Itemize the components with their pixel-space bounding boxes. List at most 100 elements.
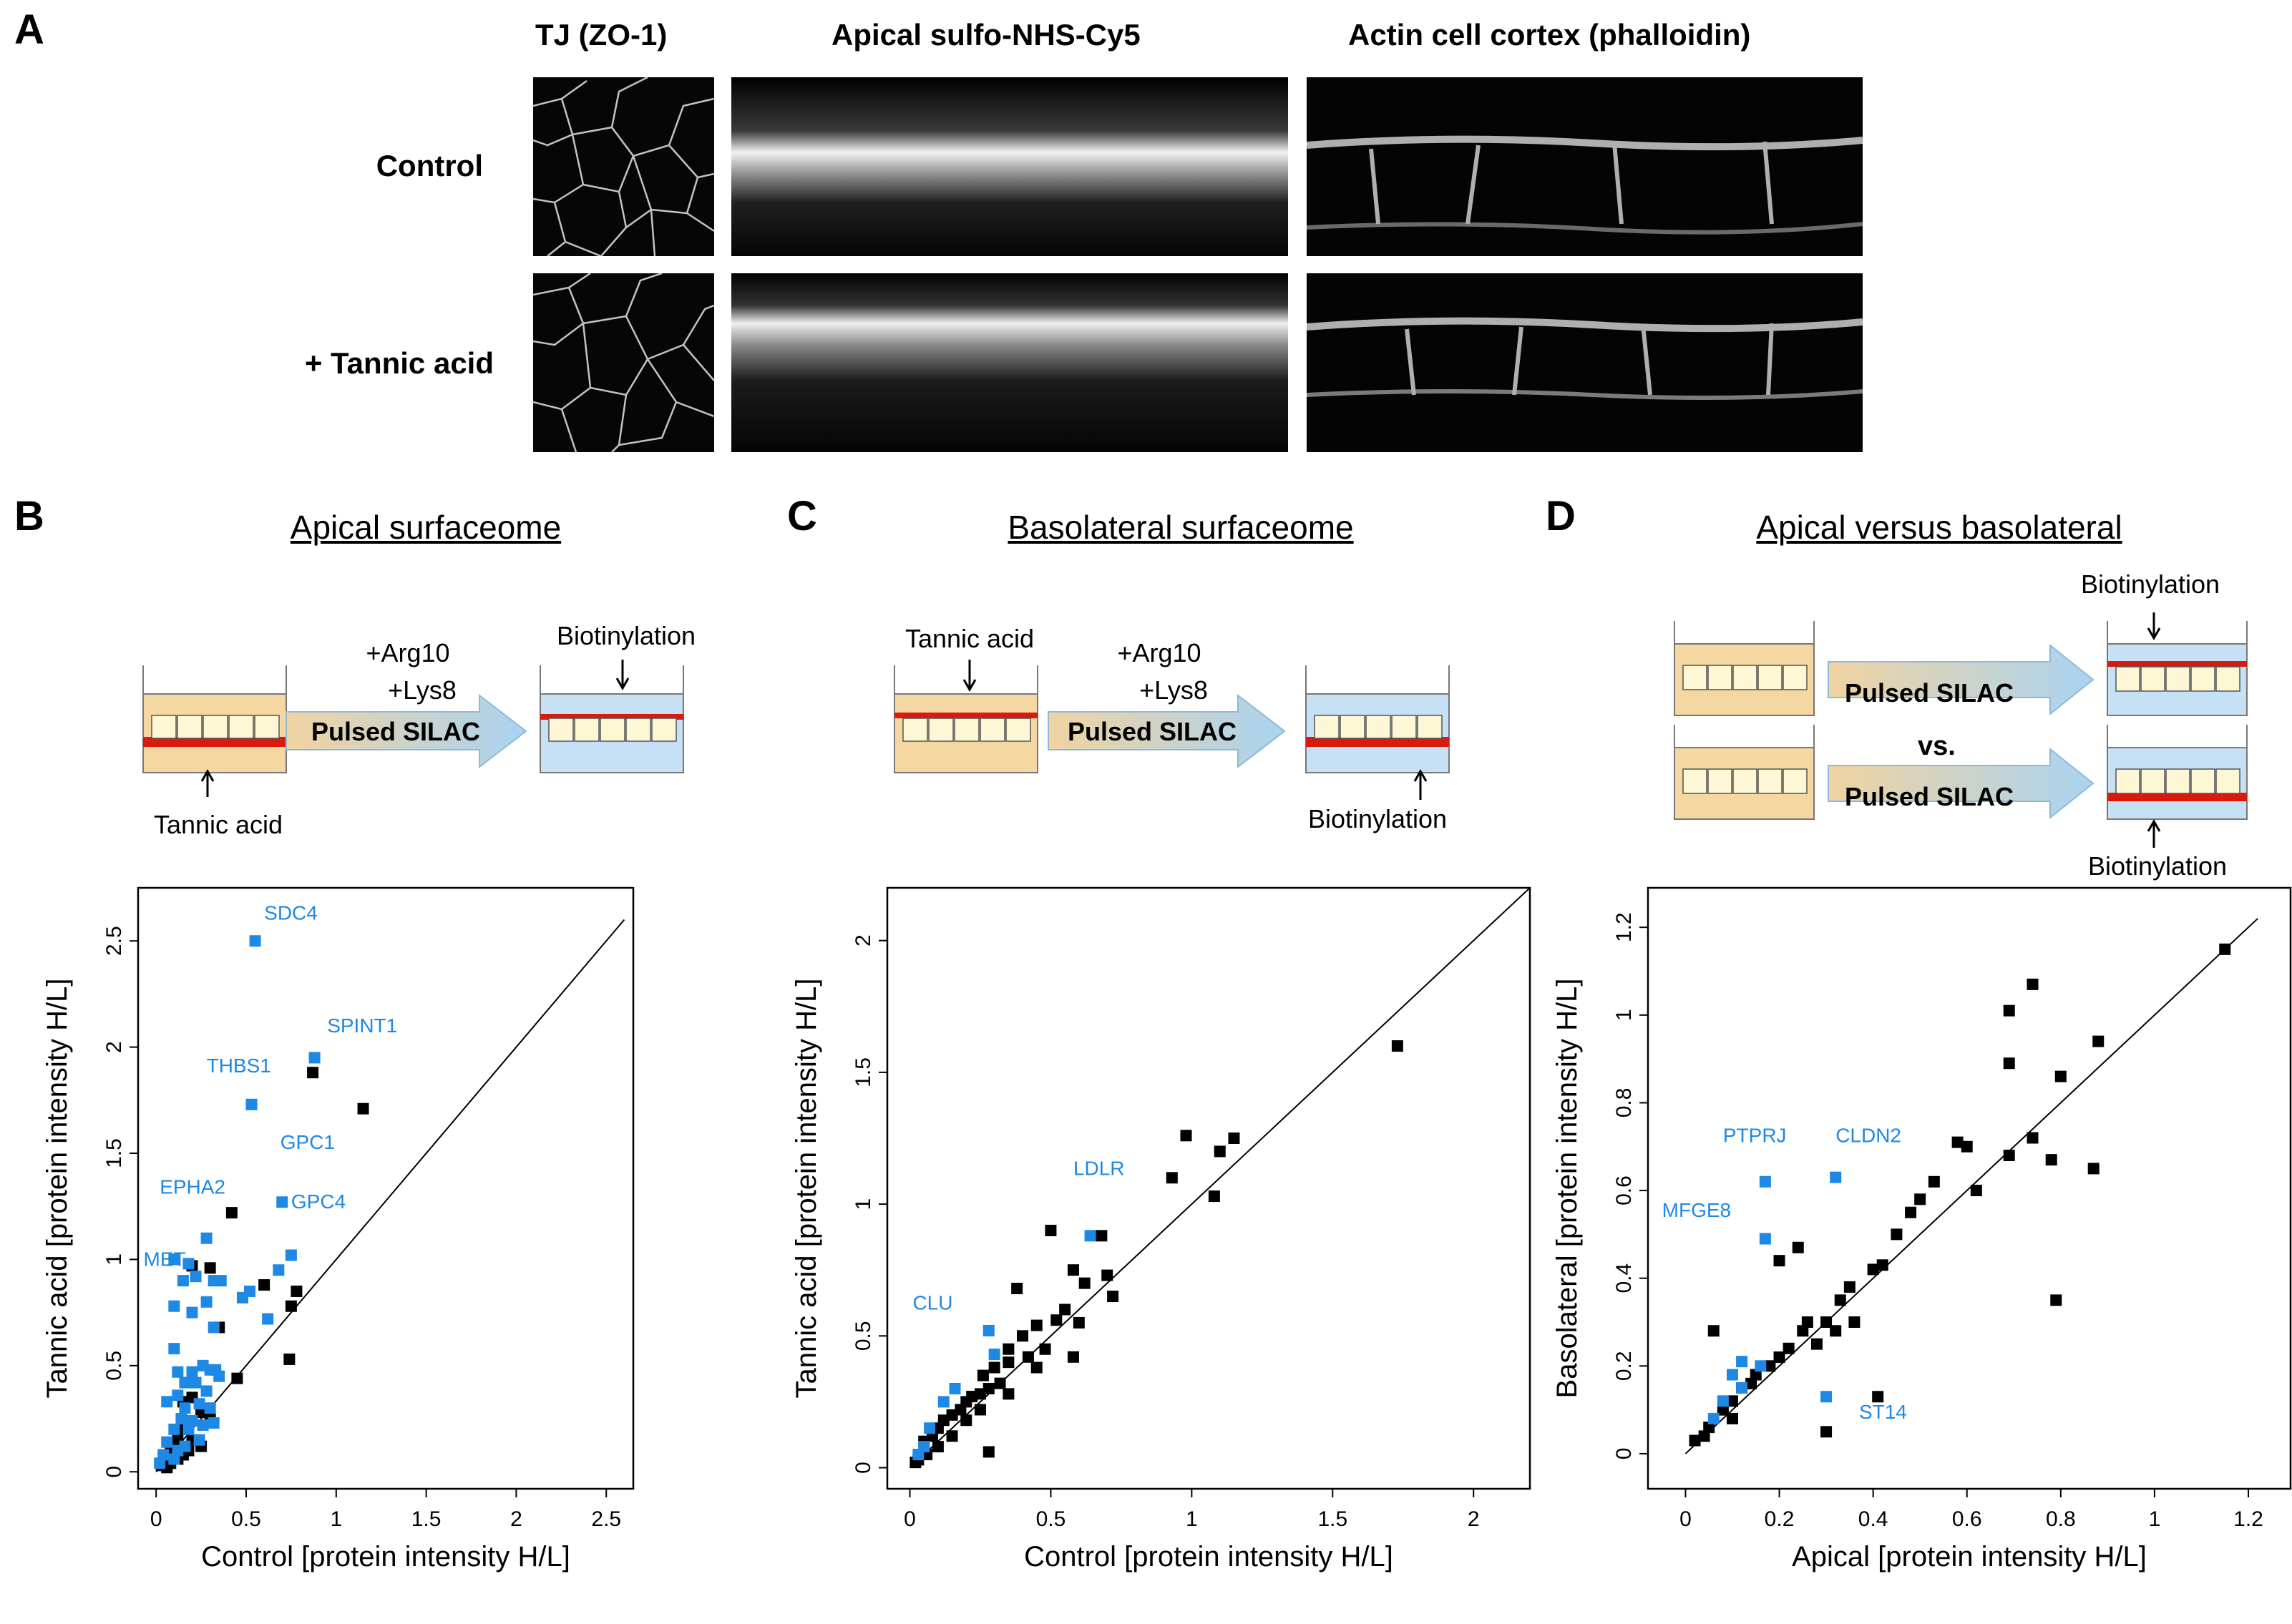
blue-data-point bbox=[182, 1423, 195, 1435]
black-data-point bbox=[1078, 1277, 1091, 1289]
scatter-plot-apical-vs-basolateral: 0 0.2 0.4 0.6 0.8 1 1.2 0 0.2 0.4 0.6 0.8 1 1.2 Apical… bbox=[1551, 886, 2292, 1572]
micrograph-cy5-control bbox=[731, 77, 1288, 256]
black-data-point bbox=[1003, 1356, 1015, 1369]
x-tick-label: 0.2 bbox=[1765, 1507, 1795, 1531]
black-data-point bbox=[1067, 1351, 1079, 1363]
point-annotation: GPC1 bbox=[281, 1131, 335, 1153]
black-data-point bbox=[1876, 1259, 1888, 1271]
blue-data-point bbox=[1759, 1175, 1771, 1188]
black-data-point bbox=[1039, 1343, 1051, 1355]
black-data-point bbox=[1391, 1040, 1403, 1052]
x-tick-label: 1.5 bbox=[411, 1507, 442, 1531]
arrow-icon bbox=[1048, 693, 1286, 769]
panel-title-apical: Apical surfaceome bbox=[290, 509, 562, 546]
black-data-point bbox=[1180, 1130, 1192, 1142]
black-data-point bbox=[2219, 943, 2231, 955]
blue-data-point bbox=[262, 1313, 274, 1325]
blue-data-point bbox=[1830, 1171, 1842, 1183]
black-data-point bbox=[1783, 1342, 1795, 1354]
cy5-band-icon bbox=[731, 77, 1288, 256]
blue-data-point bbox=[912, 1449, 925, 1461]
y-tick-label: 1.5 bbox=[102, 1138, 126, 1168]
black-data-point bbox=[204, 1262, 216, 1274]
y-tick-label: 0.4 bbox=[1612, 1263, 1636, 1293]
cy5-band-icon bbox=[731, 273, 1288, 452]
blue-data-point bbox=[937, 1396, 950, 1408]
blue-data-point bbox=[308, 1052, 321, 1064]
black-data-point bbox=[1951, 1136, 1964, 1148]
point-annotation: EPHA2 bbox=[160, 1175, 225, 1198]
blue-data-point bbox=[193, 1398, 205, 1410]
black-data-point bbox=[2027, 1132, 2039, 1144]
point-annotation: LDLR bbox=[1073, 1158, 1125, 1180]
x-tick-label: 0.5 bbox=[1036, 1507, 1066, 1531]
black-data-point bbox=[1228, 1133, 1240, 1144]
dish-icon bbox=[1674, 621, 1815, 716]
black-data-point bbox=[1891, 1228, 1903, 1241]
plot-frame bbox=[886, 886, 1531, 1490]
blue-data-point bbox=[1717, 1395, 1729, 1407]
black-data-point bbox=[2087, 1163, 2100, 1175]
schem-d-biotin-top: Biotinylation bbox=[2080, 569, 2220, 599]
x-tick-label: 1.2 bbox=[2233, 1507, 2263, 1531]
black-data-point bbox=[1096, 1230, 1108, 1242]
black-data-point bbox=[1872, 1391, 1884, 1403]
schem-c-arg10: +Arg10 bbox=[1117, 638, 1201, 667]
actin-cortex-icon bbox=[1307, 273, 1863, 452]
black-data-point bbox=[1698, 1430, 1710, 1442]
black-data-point bbox=[932, 1441, 944, 1453]
x-tick-label: 1 bbox=[2149, 1507, 2161, 1531]
black-data-point bbox=[977, 1369, 989, 1381]
black-data-point bbox=[1843, 1281, 1855, 1293]
black-data-point bbox=[1745, 1377, 1757, 1389]
schem-b-pulsed-silac: Pulsed SILAC bbox=[311, 717, 481, 746]
dish-icon bbox=[142, 665, 287, 773]
black-data-point bbox=[2050, 1294, 2062, 1306]
blue-data-point bbox=[1759, 1233, 1771, 1245]
scatter-plot-basolateral: 0 0.5 1 1.5 2 0 0.5 1 1.5 2 Control [protein inten… bbox=[791, 886, 1531, 1572]
row-label-control: Control bbox=[376, 149, 483, 182]
black-data-point bbox=[258, 1279, 270, 1291]
x-tick-label: 0.4 bbox=[1858, 1507, 1888, 1531]
point-annotation: CLDN2 bbox=[1835, 1125, 1901, 1147]
blue-data-point bbox=[924, 1422, 936, 1434]
blue-data-point bbox=[208, 1321, 220, 1334]
blue-data-point bbox=[1726, 1369, 1738, 1381]
point-annotation: ST14 bbox=[1859, 1401, 1907, 1423]
point-annotation: GPC4 bbox=[291, 1190, 346, 1213]
black-data-point bbox=[283, 1353, 296, 1365]
blue-data-point bbox=[1084, 1230, 1096, 1242]
plot-frame bbox=[1647, 886, 2292, 1490]
actin-cortex-icon bbox=[1307, 77, 1863, 256]
black-data-point bbox=[2003, 1004, 2015, 1017]
blue-data-point bbox=[200, 1232, 213, 1244]
blue-data-point bbox=[177, 1275, 189, 1287]
x-tick-label: 0.5 bbox=[231, 1507, 261, 1531]
blue-data-point bbox=[179, 1402, 191, 1414]
arrow-icon bbox=[286, 693, 527, 769]
black-data-point bbox=[1848, 1316, 1861, 1329]
black-data-point bbox=[1970, 1185, 1982, 1197]
x-axis-label: Apical [protein intensity H/L] bbox=[1792, 1541, 2147, 1572]
schem-b-arg10: +Arg10 bbox=[366, 638, 450, 667]
blue-data-point bbox=[168, 1423, 180, 1435]
schem-b-tannic: Tannic acid bbox=[153, 810, 283, 839]
y-tick-label: 1 bbox=[1612, 1009, 1636, 1021]
black-data-point bbox=[1905, 1206, 1917, 1218]
y-tick-label: 0 bbox=[1612, 1448, 1636, 1460]
micrograph-actin-control bbox=[1307, 77, 1863, 256]
blue-data-point bbox=[982, 1324, 995, 1336]
blue-data-point bbox=[197, 1419, 209, 1431]
blue-data-point bbox=[988, 1349, 1000, 1361]
blue-data-point bbox=[244, 1285, 256, 1297]
blue-data-point bbox=[168, 1300, 180, 1312]
plot-frame bbox=[137, 886, 635, 1490]
x-tick-label: 2 bbox=[510, 1507, 522, 1531]
black-data-point bbox=[357, 1102, 369, 1115]
black-data-point bbox=[285, 1300, 297, 1312]
black-data-point bbox=[1961, 1140, 1973, 1153]
schem-c-tannic: Tannic acid bbox=[904, 624, 1035, 653]
point-annotation: CLU bbox=[912, 1291, 952, 1314]
black-data-point bbox=[974, 1404, 986, 1416]
black-data-point bbox=[1101, 1269, 1113, 1281]
